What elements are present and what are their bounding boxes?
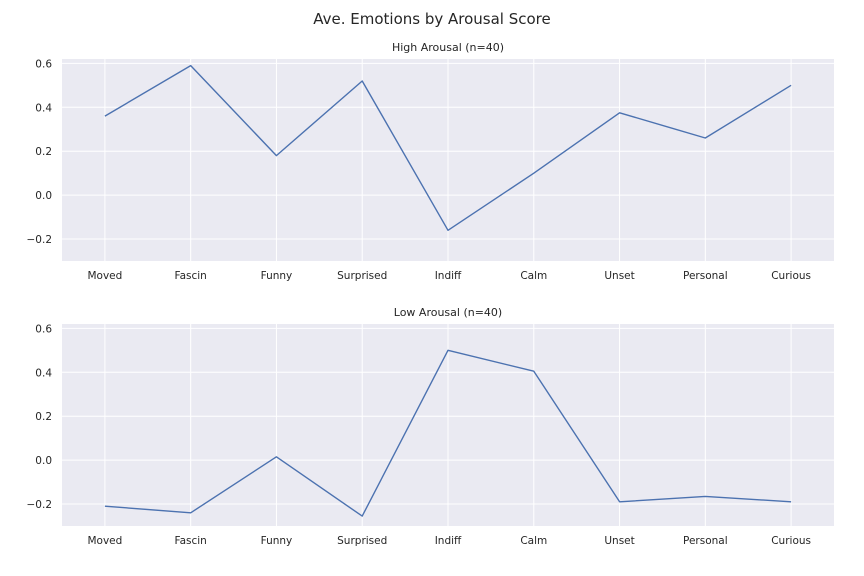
subplot-1: −0.2 0.0 0.2 0.4 0.6 Moved Fascin Funny Surprise… xyxy=(27,41,834,282)
x-tick-label: Indiff xyxy=(435,535,462,547)
y-tick-label: 0.2 xyxy=(35,411,52,423)
y-tick-label: 0.4 xyxy=(35,102,52,114)
subplot-title: Low Arousal (n=40) xyxy=(394,306,502,319)
x-tick-label: Moved xyxy=(87,270,122,282)
y-tick-label: −0.2 xyxy=(27,499,53,511)
y-tick-label: 0.6 xyxy=(35,58,52,70)
x-tick-label: Fascin xyxy=(175,535,207,547)
x-tick-label: Fascin xyxy=(175,270,207,282)
x-tick-label: Personal xyxy=(683,270,728,282)
y-tick-label: 0.0 xyxy=(35,455,52,467)
x-tick-label: Moved xyxy=(87,535,122,547)
x-tick-label: Funny xyxy=(261,270,293,282)
subplot-2: −0.2 0.0 0.2 0.4 0.6 Moved Fascin Funny Surprise… xyxy=(27,306,834,547)
series-line xyxy=(104,349,792,517)
x-tick-label: Personal xyxy=(683,535,728,547)
y-tick-label: 0.6 xyxy=(35,323,52,335)
x-tick-label: Calm xyxy=(520,535,547,547)
x-tick-label: Indiff xyxy=(435,270,462,282)
series-line xyxy=(104,64,792,232)
x-tick-label: Unset xyxy=(604,535,634,547)
figure-title: Ave. Emotions by Arousal Score xyxy=(313,10,551,28)
x-tick-label: Unset xyxy=(604,270,634,282)
x-tick-label: Calm xyxy=(520,270,547,282)
x-tick-label: Funny xyxy=(261,535,293,547)
subplot-title: High Arousal (n=40) xyxy=(392,41,504,54)
x-tick-label: Curious xyxy=(771,535,811,547)
y-tick-label: 0.2 xyxy=(35,146,52,158)
y-tick-label: 0.4 xyxy=(35,367,52,379)
x-tick-label: Curious xyxy=(771,270,811,282)
x-tick-label: Surprised xyxy=(337,270,387,282)
x-tick-label: Surprised xyxy=(337,535,387,547)
y-tick-label: 0.0 xyxy=(35,190,52,202)
y-tick-label: −0.2 xyxy=(27,234,53,246)
